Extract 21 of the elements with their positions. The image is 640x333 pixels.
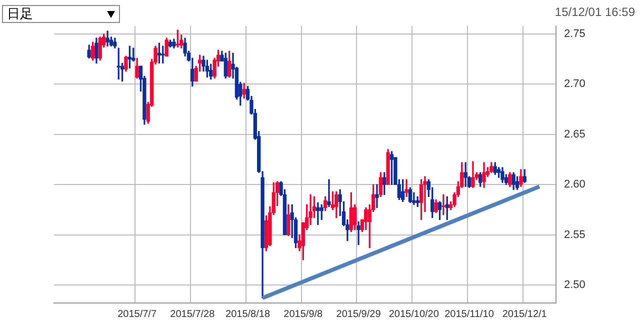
x-tick-label: 2015/9/8: [284, 308, 324, 320]
candlestick: [327, 179, 331, 207]
x-tick-label: 2015/11/10: [444, 308, 494, 320]
y-tick-label: 2.75: [564, 28, 586, 40]
x-tick-label: 2015/7/28: [170, 308, 216, 320]
x-tick-label: 2015/7/7: [118, 308, 157, 320]
y-tick-label: 2.60: [564, 178, 586, 191]
y-tick-label: 2.65: [564, 128, 586, 140]
y-tick-label: 2.50: [564, 278, 586, 291]
x-tick-label: 2015/10/20: [388, 308, 440, 320]
candlestick: [375, 184, 379, 208]
y-tick-label: 2.55: [564, 228, 586, 241]
y-tick-label: 2.70: [564, 78, 586, 90]
x-tick-label: 2015/9/29: [336, 308, 382, 320]
candlestick: [356, 221, 360, 246]
candlestick: [464, 162, 468, 187]
x-tick-label: 2015/8/18: [226, 308, 270, 320]
candlestick: [404, 179, 408, 197]
text: 15/12/01 16:59: [554, 5, 635, 19]
period-dropdown: 日足: [2, 5, 120, 23]
x-tick-label: 2015/12/1: [502, 308, 548, 320]
